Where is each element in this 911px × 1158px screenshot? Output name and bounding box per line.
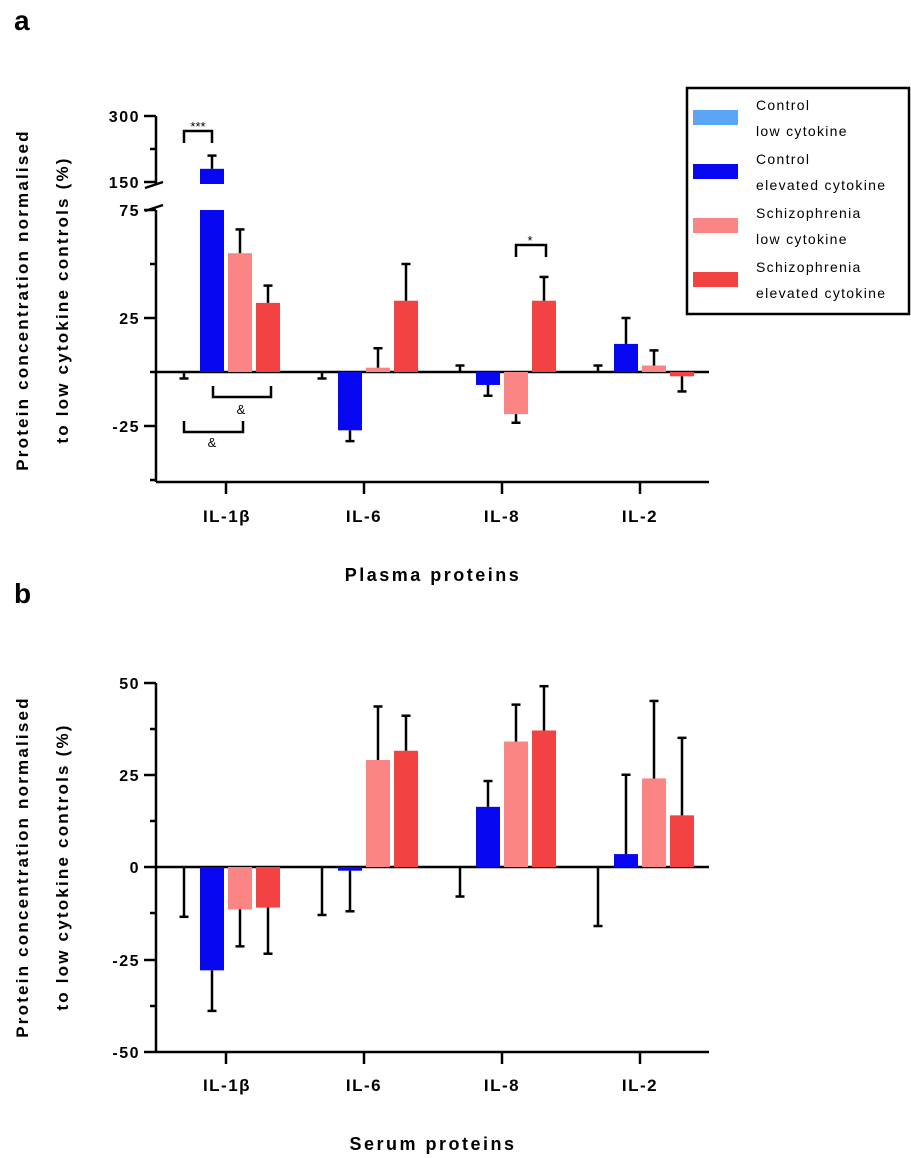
panel-b-xtick-label: IL-2 (622, 1076, 658, 1095)
panel-a: a Protein concentration normalised to lo… (13, 5, 911, 585)
panel-a-ytick-label: 150 (109, 175, 140, 192)
panel-b-bars (179, 684, 694, 1013)
panel-a-bars (179, 154, 694, 443)
bar (504, 372, 528, 415)
bar (256, 867, 280, 908)
bar (670, 372, 694, 377)
panel-a-ylabel-line2: to low cytokine controls (%) (53, 156, 72, 443)
panel-b-ylabel-line2: to low cytokine controls (%) (53, 723, 72, 1010)
panel-b-ytick-label: 0 (130, 860, 140, 877)
bar (200, 168, 224, 184)
bar (532, 730, 556, 867)
panel-b-y-axis (144, 681, 158, 1054)
legend-label: low cytokine (756, 123, 848, 139)
panel-a-xtick-label: IL-1β (203, 507, 251, 526)
legend: Control low cytokine Control elevated cy… (685, 86, 911, 316)
bar (394, 300, 418, 372)
bar (532, 300, 556, 372)
legend-swatch (693, 164, 738, 179)
bar (366, 367, 390, 372)
panel-a-significance (182, 129, 548, 434)
panel-a-xtick-label: IL-6 (346, 507, 382, 526)
bar (200, 867, 224, 971)
panel-b-ytick-label: -50 (112, 1045, 140, 1062)
bar (614, 343, 638, 372)
panel-a-ytick-label: 25 (119, 311, 140, 328)
legend-label: Control (756, 151, 810, 167)
legend-label: elevated cytokine (756, 177, 886, 193)
bar (670, 815, 694, 867)
bar (476, 372, 500, 385)
panel-a-ytick-label: -25 (112, 419, 140, 436)
significance-label: & (208, 435, 217, 450)
panel-b-xtick-label: IL-8 (484, 1076, 520, 1095)
panel-a-xtick-label: IL-2 (622, 507, 658, 526)
legend-label: low cytokine (756, 231, 848, 247)
panel-a-ylabel-line1: Protein concentration normalised (13, 129, 32, 471)
bar (200, 210, 224, 372)
panel-b-xtick-label: IL-1β (203, 1076, 251, 1095)
bar (338, 867, 362, 871)
significance-label: * (527, 233, 532, 248)
panel-a-x-axis (156, 480, 709, 494)
bar (642, 365, 666, 372)
panel-b-ytick-label: 25 (119, 768, 140, 785)
bar (228, 867, 252, 910)
panel-b-x-axis (156, 1050, 709, 1064)
panel-a-xlabel: Plasma proteins (345, 565, 522, 585)
panel-a-ytick-label: 300 (109, 109, 140, 126)
legend-label: Schizophrenia (756, 205, 862, 221)
legend-label: Control (756, 97, 810, 113)
significance-label: & (237, 402, 246, 417)
bar (394, 750, 418, 867)
panel-b-xtick-label: IL-6 (346, 1076, 382, 1095)
panel-b-letter: b (14, 578, 31, 609)
bar (256, 302, 280, 372)
bar (476, 806, 500, 867)
panel-b: b Protein concentration normalised to lo… (13, 578, 709, 1154)
bar (614, 854, 638, 867)
panel-a-xtick-label: IL-8 (484, 507, 520, 526)
legend-swatch (693, 110, 738, 125)
significance-label: *** (190, 119, 205, 134)
bar (366, 759, 390, 867)
legend-swatch (693, 218, 738, 233)
legend-label: elevated cytokine (756, 285, 886, 301)
bar (504, 741, 528, 867)
panel-b-ytick-label: -25 (112, 953, 140, 970)
panel-a-letter: a (14, 5, 30, 36)
panel-b-ylabel-line1: Protein concentration normalised (13, 696, 32, 1038)
legend-label: Schizophrenia (756, 259, 862, 275)
panel-b-xlabel: Serum proteins (349, 1134, 516, 1154)
panel-b-ytick-label: 50 (119, 676, 140, 693)
bar (338, 372, 362, 431)
panel-a-y-axis (144, 114, 164, 482)
bar (228, 253, 252, 372)
panel-a-ytick-label: 75 (119, 203, 140, 220)
legend-swatch (693, 272, 738, 287)
bar (642, 778, 666, 867)
